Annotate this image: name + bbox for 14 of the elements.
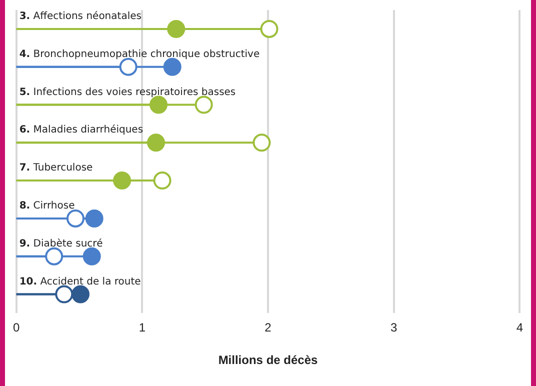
- x-tick-label: 2: [264, 320, 272, 335]
- y-tick-label: 6. Maladies diarrhéiques: [19, 124, 144, 136]
- y-tick-label: 10. Accident de la route: [19, 276, 141, 288]
- y-tick-label: 7. Tuberculose: [19, 162, 93, 174]
- y-tick-label: 5. Infections des voies respiratoires basses: [19, 86, 236, 98]
- x-tick-label: 3: [390, 320, 398, 335]
- y-tick-label: 8. Cirrhose: [19, 200, 75, 212]
- x-tick-label: 4: [516, 320, 524, 335]
- x-tick-label: 1: [138, 320, 146, 335]
- x-tick-label: 0: [12, 320, 20, 335]
- y-tick-label: 4. Bronchopneumopathie chronique obstructive: [19, 48, 260, 60]
- x-axis-title: Millions de décès: [218, 353, 318, 368]
- y-tick-label: 3. Affections néonatales: [19, 10, 142, 22]
- y-tick-label: 9. Diabète sucré: [19, 238, 103, 250]
